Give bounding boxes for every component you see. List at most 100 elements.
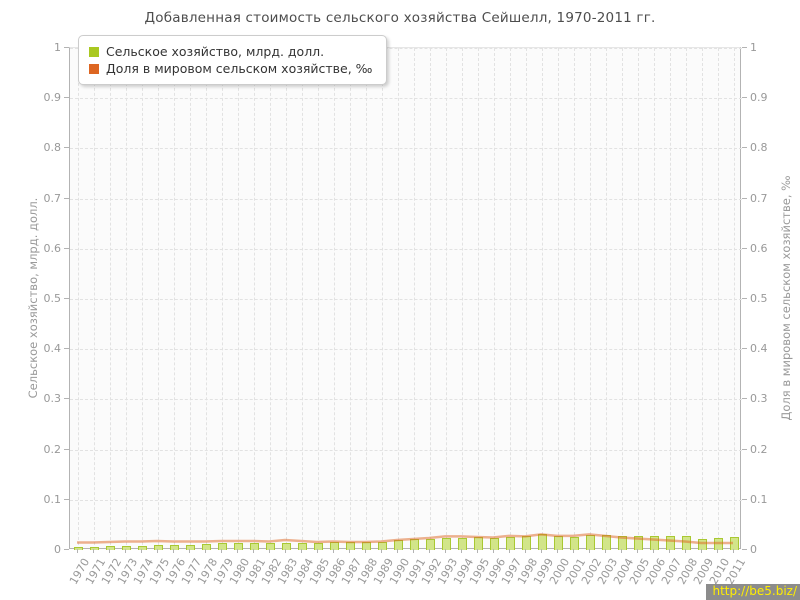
v-gridline — [318, 48, 319, 550]
bar-1973 — [121, 546, 131, 550]
v-gridline — [190, 48, 191, 550]
x-axis-tick — [445, 549, 446, 553]
x-axis-tick — [525, 549, 526, 553]
y-axis-tick — [64, 47, 69, 48]
y-axis-tick — [742, 47, 747, 48]
x-axis-tick — [381, 549, 382, 553]
v-gridline — [414, 48, 415, 550]
v-gridline — [382, 48, 383, 550]
v-gridline — [734, 48, 735, 550]
x-axis-tick — [717, 549, 718, 553]
bar-1993 — [441, 538, 451, 550]
y-tick-label-left: 0.9 — [43, 91, 62, 105]
x-axis-tick — [173, 549, 174, 553]
y-tick-label-left: 0.3 — [43, 392, 62, 406]
bar-1975 — [153, 545, 163, 550]
y-axis-tick — [64, 147, 69, 149]
plot-area — [69, 47, 742, 550]
legend-label-agriculture: Сельское хозяйство, млрд. долл. — [106, 44, 325, 59]
h-gridline — [70, 148, 742, 150]
x-axis-tick — [317, 549, 318, 553]
y-axis-tick — [742, 147, 747, 149]
v-gridline — [94, 48, 95, 550]
x-axis-tick — [429, 549, 430, 553]
x-axis-tick — [77, 549, 78, 553]
v-gridline — [686, 48, 687, 550]
y-axis-tick — [742, 498, 747, 500]
legend-swatch-agriculture-icon — [89, 46, 99, 57]
v-gridline — [126, 48, 127, 550]
chart-title: Добавленная стоимость сельского хозяйств… — [144, 10, 656, 26]
x-axis-tick — [205, 549, 206, 553]
y-tick-label-left: 0 — [54, 543, 61, 556]
x-axis-tick — [413, 549, 414, 553]
v-gridline — [158, 48, 159, 550]
legend-item-world-share[interactable]: Доля в мировом сельском хозяйстве, ‰ — [89, 60, 372, 77]
y-tick-label-right: 1 — [750, 41, 757, 54]
y-tick-label-right: 0.8 — [750, 141, 768, 155]
y-axis-tick — [64, 498, 69, 500]
x-axis-tick — [221, 549, 222, 553]
bar-1972 — [105, 546, 115, 550]
y-axis-tick — [742, 398, 747, 400]
y-axis-tick — [742, 348, 747, 350]
bar-1978 — [201, 544, 211, 550]
h-gridline — [70, 299, 742, 300]
x-axis-tick — [589, 549, 590, 553]
v-gridline — [206, 48, 207, 550]
y-axis-tick — [64, 398, 69, 400]
v-gridline — [590, 48, 591, 550]
legend-item-agriculture[interactable]: Сельское хозяйство, млрд. долл. — [89, 43, 372, 60]
y-tick-label-left: 0.2 — [43, 442, 62, 456]
v-gridline — [462, 48, 463, 550]
y-tick-label-left: 0.1 — [43, 492, 62, 506]
h-gridline — [70, 48, 742, 49]
x-axis-tick — [669, 549, 670, 553]
watermark-link[interactable]: http://be5.biz/ — [706, 584, 800, 600]
x-axis-tick — [573, 549, 574, 553]
bar-1971 — [89, 547, 99, 550]
y-tick-label-right: 0.4 — [750, 342, 768, 356]
v-gridline — [526, 48, 527, 550]
y-tick-label-left: 0.6 — [43, 241, 62, 255]
x-axis-tick — [253, 549, 254, 553]
y-axis-tick — [742, 97, 747, 99]
y-tick-label-right: 0 — [750, 543, 757, 556]
y-tick-label-right: 0.7 — [750, 191, 768, 205]
bar-1970 — [73, 547, 83, 550]
bar-1980 — [233, 543, 243, 550]
y-tick-label-right: 0.3 — [750, 392, 768, 406]
y-tick-label-right: 0.6 — [750, 241, 768, 255]
x-axis-tick — [141, 549, 142, 553]
bar-1977 — [185, 545, 195, 550]
bar-1992 — [425, 539, 435, 550]
bar-2009 — [697, 539, 707, 550]
bar-1994 — [457, 538, 467, 550]
v-gridline — [670, 48, 671, 550]
h-gridline — [70, 349, 742, 351]
x-axis-tick — [269, 549, 270, 553]
x-axis-tick — [301, 549, 302, 553]
v-gridline — [478, 48, 479, 550]
y-tick-label-left: 0.8 — [43, 141, 62, 155]
v-gridline — [606, 48, 607, 550]
y-axis-tick — [64, 549, 69, 550]
v-gridline — [574, 48, 575, 550]
x-axis-tick — [237, 549, 238, 553]
share-line-series — [77, 533, 733, 545]
x-axis-tick — [685, 549, 686, 553]
bar-2005 — [633, 536, 643, 550]
v-gridline — [446, 48, 447, 550]
y-axis-tick — [742, 448, 747, 450]
x-axis-tick — [365, 549, 366, 553]
bar-1979 — [217, 543, 227, 550]
y-tick-label-left: 1 — [54, 41, 61, 54]
x-axis-tick — [157, 549, 158, 553]
x-axis-tick — [653, 549, 654, 553]
v-gridline — [350, 48, 351, 550]
y-tick-label-right: 0.2 — [750, 442, 768, 456]
x-axis-tick — [189, 549, 190, 553]
x-axis-tick — [349, 549, 350, 553]
bar-2006 — [649, 536, 659, 550]
